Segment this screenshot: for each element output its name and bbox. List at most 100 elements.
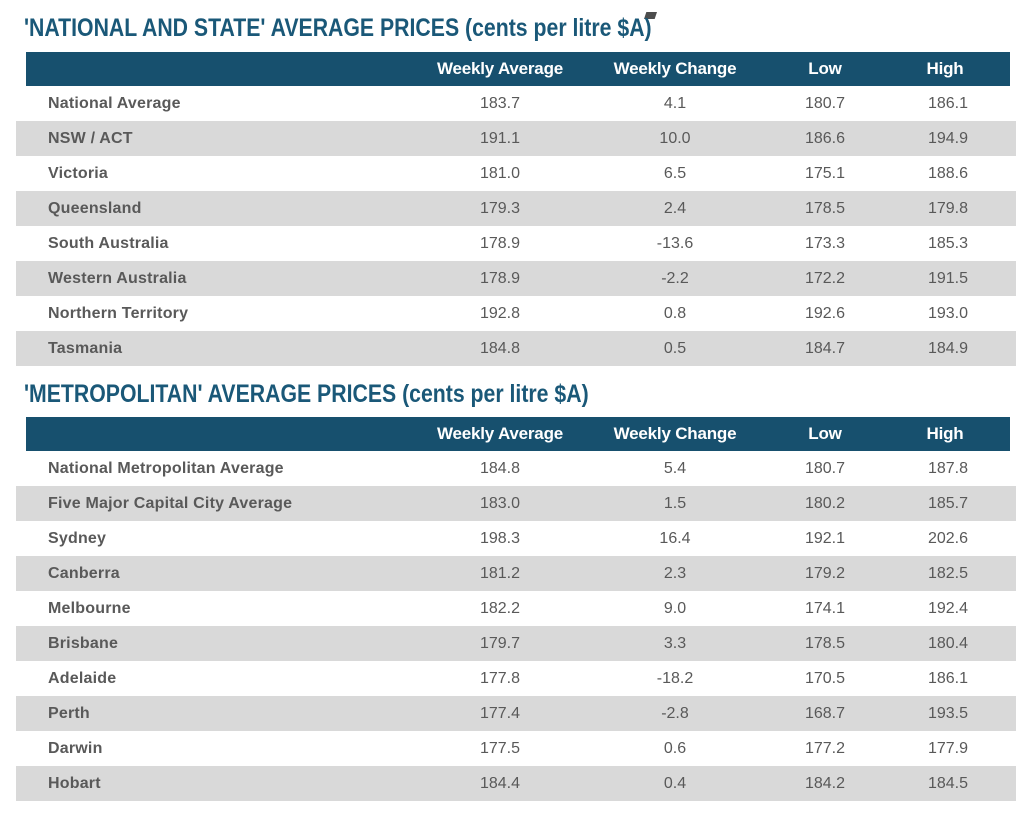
weekly-change-cell: -18.2 bbox=[656, 670, 694, 687]
weekly-change-cell: -2.2 bbox=[661, 270, 689, 287]
row-label: Canberra bbox=[48, 565, 120, 582]
low-cell: 177.2 bbox=[804, 740, 846, 757]
weekly-change-cell: 16.4 bbox=[659, 530, 691, 547]
low-cell: 179.2 bbox=[804, 565, 846, 582]
weekly-change-cell: 2.3 bbox=[663, 565, 687, 582]
low-cell: 180.7 bbox=[804, 460, 846, 477]
weekly-change-cell: 6.5 bbox=[663, 165, 687, 182]
low-cell: 192.1 bbox=[804, 530, 846, 547]
row-label: Perth bbox=[48, 705, 90, 722]
table-row: Victoria 181.0 6.5 175.1 188.6 bbox=[16, 156, 1016, 191]
high-cell: 185.7 bbox=[927, 495, 969, 512]
high-cell: 193.0 bbox=[927, 305, 969, 322]
weekly-change-cell: 0.6 bbox=[663, 740, 687, 757]
row-label: National Average bbox=[48, 95, 181, 112]
high-cell: 185.3 bbox=[927, 235, 969, 252]
low-cell: 184.2 bbox=[804, 775, 846, 792]
column-header-weekly-change: Weekly Change bbox=[613, 59, 737, 78]
high-cell: 192.4 bbox=[927, 600, 969, 617]
weekly-change-cell: 0.8 bbox=[663, 305, 687, 322]
weekly-average-cell: 183.0 bbox=[479, 495, 521, 512]
low-cell: 184.7 bbox=[804, 340, 846, 357]
national-state-title: 'NATIONAL AND STATE' AVERAGE PRICES (cen… bbox=[24, 14, 652, 42]
metropolitan-table-header: Weekly Average Weekly Change Low High bbox=[26, 417, 1010, 451]
table-row: NSW / ACT 191.1 10.0 186.6 194.9 bbox=[16, 121, 1016, 156]
table-row: Melbourne 182.2 9.0 174.1 192.4 bbox=[16, 591, 1016, 626]
weekly-average-cell: 179.3 bbox=[479, 200, 521, 217]
table-row: Western Australia 178.9 -2.2 172.2 191.5 bbox=[16, 261, 1016, 296]
high-cell: 184.5 bbox=[927, 775, 969, 792]
row-label: Western Australia bbox=[48, 270, 187, 287]
weekly-average-cell: 183.7 bbox=[479, 95, 521, 112]
table-row: Sydney 198.3 16.4 192.1 202.6 bbox=[16, 521, 1016, 556]
column-header-weekly-average: Weekly Average bbox=[436, 424, 564, 443]
high-cell: 177.9 bbox=[927, 740, 969, 757]
table-row: South Australia 178.9 -13.6 173.3 185.3 bbox=[16, 226, 1016, 261]
low-cell: 174.1 bbox=[804, 600, 846, 617]
clipped-text-fragment bbox=[644, 12, 657, 19]
table-row: Queensland 179.3 2.4 178.5 179.8 bbox=[16, 191, 1016, 226]
weekly-change-cell: 1.5 bbox=[663, 495, 687, 512]
high-cell: 188.6 bbox=[927, 165, 969, 182]
table-row: Brisbane 179.7 3.3 178.5 180.4 bbox=[16, 626, 1016, 661]
weekly-average-cell: 191.1 bbox=[479, 130, 521, 147]
table-row: Darwin 177.5 0.6 177.2 177.9 bbox=[16, 731, 1016, 766]
weekly-average-cell: 177.5 bbox=[479, 740, 521, 757]
high-cell: 184.9 bbox=[927, 340, 969, 357]
weekly-change-cell: -13.6 bbox=[656, 235, 694, 252]
weekly-average-cell: 177.8 bbox=[479, 670, 521, 687]
national-state-table-header: Weekly Average Weekly Change Low High bbox=[26, 52, 1010, 86]
weekly-average-cell: 182.2 bbox=[479, 600, 521, 617]
column-header-weekly-change: Weekly Change bbox=[613, 424, 737, 443]
high-cell: 187.8 bbox=[927, 460, 969, 477]
weekly-average-cell: 184.8 bbox=[479, 460, 521, 477]
row-label: Darwin bbox=[48, 740, 103, 757]
weekly-average-cell: 177.4 bbox=[479, 705, 521, 722]
weekly-average-cell: 179.7 bbox=[479, 635, 521, 652]
low-cell: 172.2 bbox=[804, 270, 846, 287]
high-cell: 179.8 bbox=[927, 200, 969, 217]
table-row: National Average 183.7 4.1 180.7 186.1 bbox=[16, 86, 1016, 121]
weekly-average-cell: 184.4 bbox=[479, 775, 521, 792]
weekly-average-cell: 178.9 bbox=[479, 270, 521, 287]
weekly-average-cell: 198.3 bbox=[479, 530, 521, 547]
weekly-change-cell: 0.5 bbox=[663, 340, 687, 357]
low-cell: 173.3 bbox=[804, 235, 846, 252]
row-label: NSW / ACT bbox=[48, 130, 133, 147]
weekly-average-cell: 178.9 bbox=[479, 235, 521, 252]
metropolitan-title: 'METROPOLITAN' AVERAGE PRICES (cents per… bbox=[24, 380, 589, 408]
low-cell: 186.6 bbox=[804, 130, 846, 147]
row-label: Five Major Capital City Average bbox=[48, 495, 293, 512]
table-row: Canberra 181.2 2.3 179.2 182.5 bbox=[16, 556, 1016, 591]
low-cell: 180.2 bbox=[804, 495, 846, 512]
column-header-high: High bbox=[926, 59, 964, 78]
weekly-average-cell: 184.8 bbox=[479, 340, 521, 357]
high-cell: 193.5 bbox=[927, 705, 969, 722]
column-header-high: High bbox=[926, 424, 964, 443]
table-row: Northern Territory 192.8 0.8 192.6 193.0 bbox=[16, 296, 1016, 331]
low-cell: 175.1 bbox=[804, 165, 846, 182]
weekly-change-cell: 9.0 bbox=[663, 600, 687, 617]
row-label: Sydney bbox=[48, 530, 107, 547]
row-label: National Metropolitan Average bbox=[48, 460, 284, 477]
report-page: { "colors": { "header_bg": "#17506E", "t… bbox=[0, 12, 1024, 825]
weekly-change-cell: -2.8 bbox=[661, 705, 689, 722]
row-label: South Australia bbox=[48, 235, 169, 252]
column-header-low: Low bbox=[808, 59, 842, 78]
table-row: National Metropolitan Average 184.8 5.4 … bbox=[16, 451, 1016, 486]
row-label: Tasmania bbox=[48, 340, 123, 357]
row-label: Adelaide bbox=[48, 670, 117, 687]
low-cell: 178.5 bbox=[804, 635, 846, 652]
weekly-change-cell: 10.0 bbox=[659, 130, 691, 147]
weekly-average-cell: 192.8 bbox=[479, 305, 521, 322]
table-row: Hobart 184.4 0.4 184.2 184.5 bbox=[16, 766, 1016, 801]
high-cell: 186.1 bbox=[927, 95, 969, 112]
row-label: Victoria bbox=[48, 165, 108, 182]
weekly-change-cell: 0.4 bbox=[663, 775, 687, 792]
weekly-average-cell: 181.0 bbox=[479, 165, 521, 182]
weekly-change-cell: 3.3 bbox=[663, 635, 687, 652]
table-row: Tasmania 184.8 0.5 184.7 184.9 bbox=[16, 331, 1016, 366]
low-cell: 170.5 bbox=[804, 670, 846, 687]
table-row: Perth 177.4 -2.8 168.7 193.5 bbox=[16, 696, 1016, 731]
table-row: Five Major Capital City Average 183.0 1.… bbox=[16, 486, 1016, 521]
